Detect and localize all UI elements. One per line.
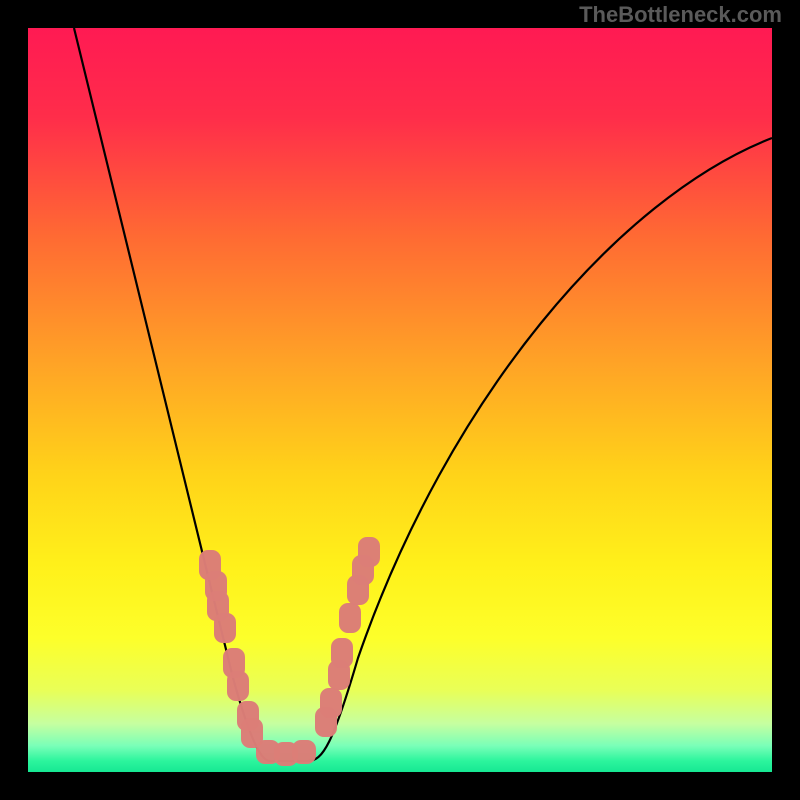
- marker-right: [339, 603, 361, 633]
- plot-background: [28, 28, 772, 772]
- watermark-text: TheBottleneck.com: [579, 2, 782, 28]
- marker-right: [331, 638, 353, 668]
- marker-left: [227, 671, 249, 701]
- marker-bottom: [292, 740, 316, 764]
- marker-left: [214, 613, 236, 643]
- chart-svg: [0, 0, 800, 800]
- marker-right: [358, 537, 380, 567]
- marker-right: [320, 688, 342, 718]
- chart-container: TheBottleneck.com: [0, 0, 800, 800]
